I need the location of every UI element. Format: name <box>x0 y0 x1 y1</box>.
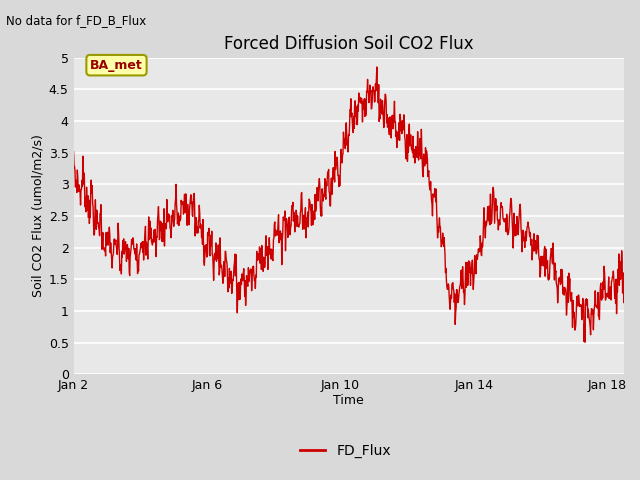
Text: No data for f_FD_B_Flux: No data for f_FD_B_Flux <box>6 14 147 27</box>
Y-axis label: Soil CO2 Flux (umol/m2/s): Soil CO2 Flux (umol/m2/s) <box>31 134 45 298</box>
X-axis label: Time: Time <box>333 394 364 407</box>
Text: BA_met: BA_met <box>90 59 143 72</box>
Title: Forced Diffusion Soil CO2 Flux: Forced Diffusion Soil CO2 Flux <box>224 35 474 53</box>
Legend: FD_Flux: FD_Flux <box>294 438 397 464</box>
